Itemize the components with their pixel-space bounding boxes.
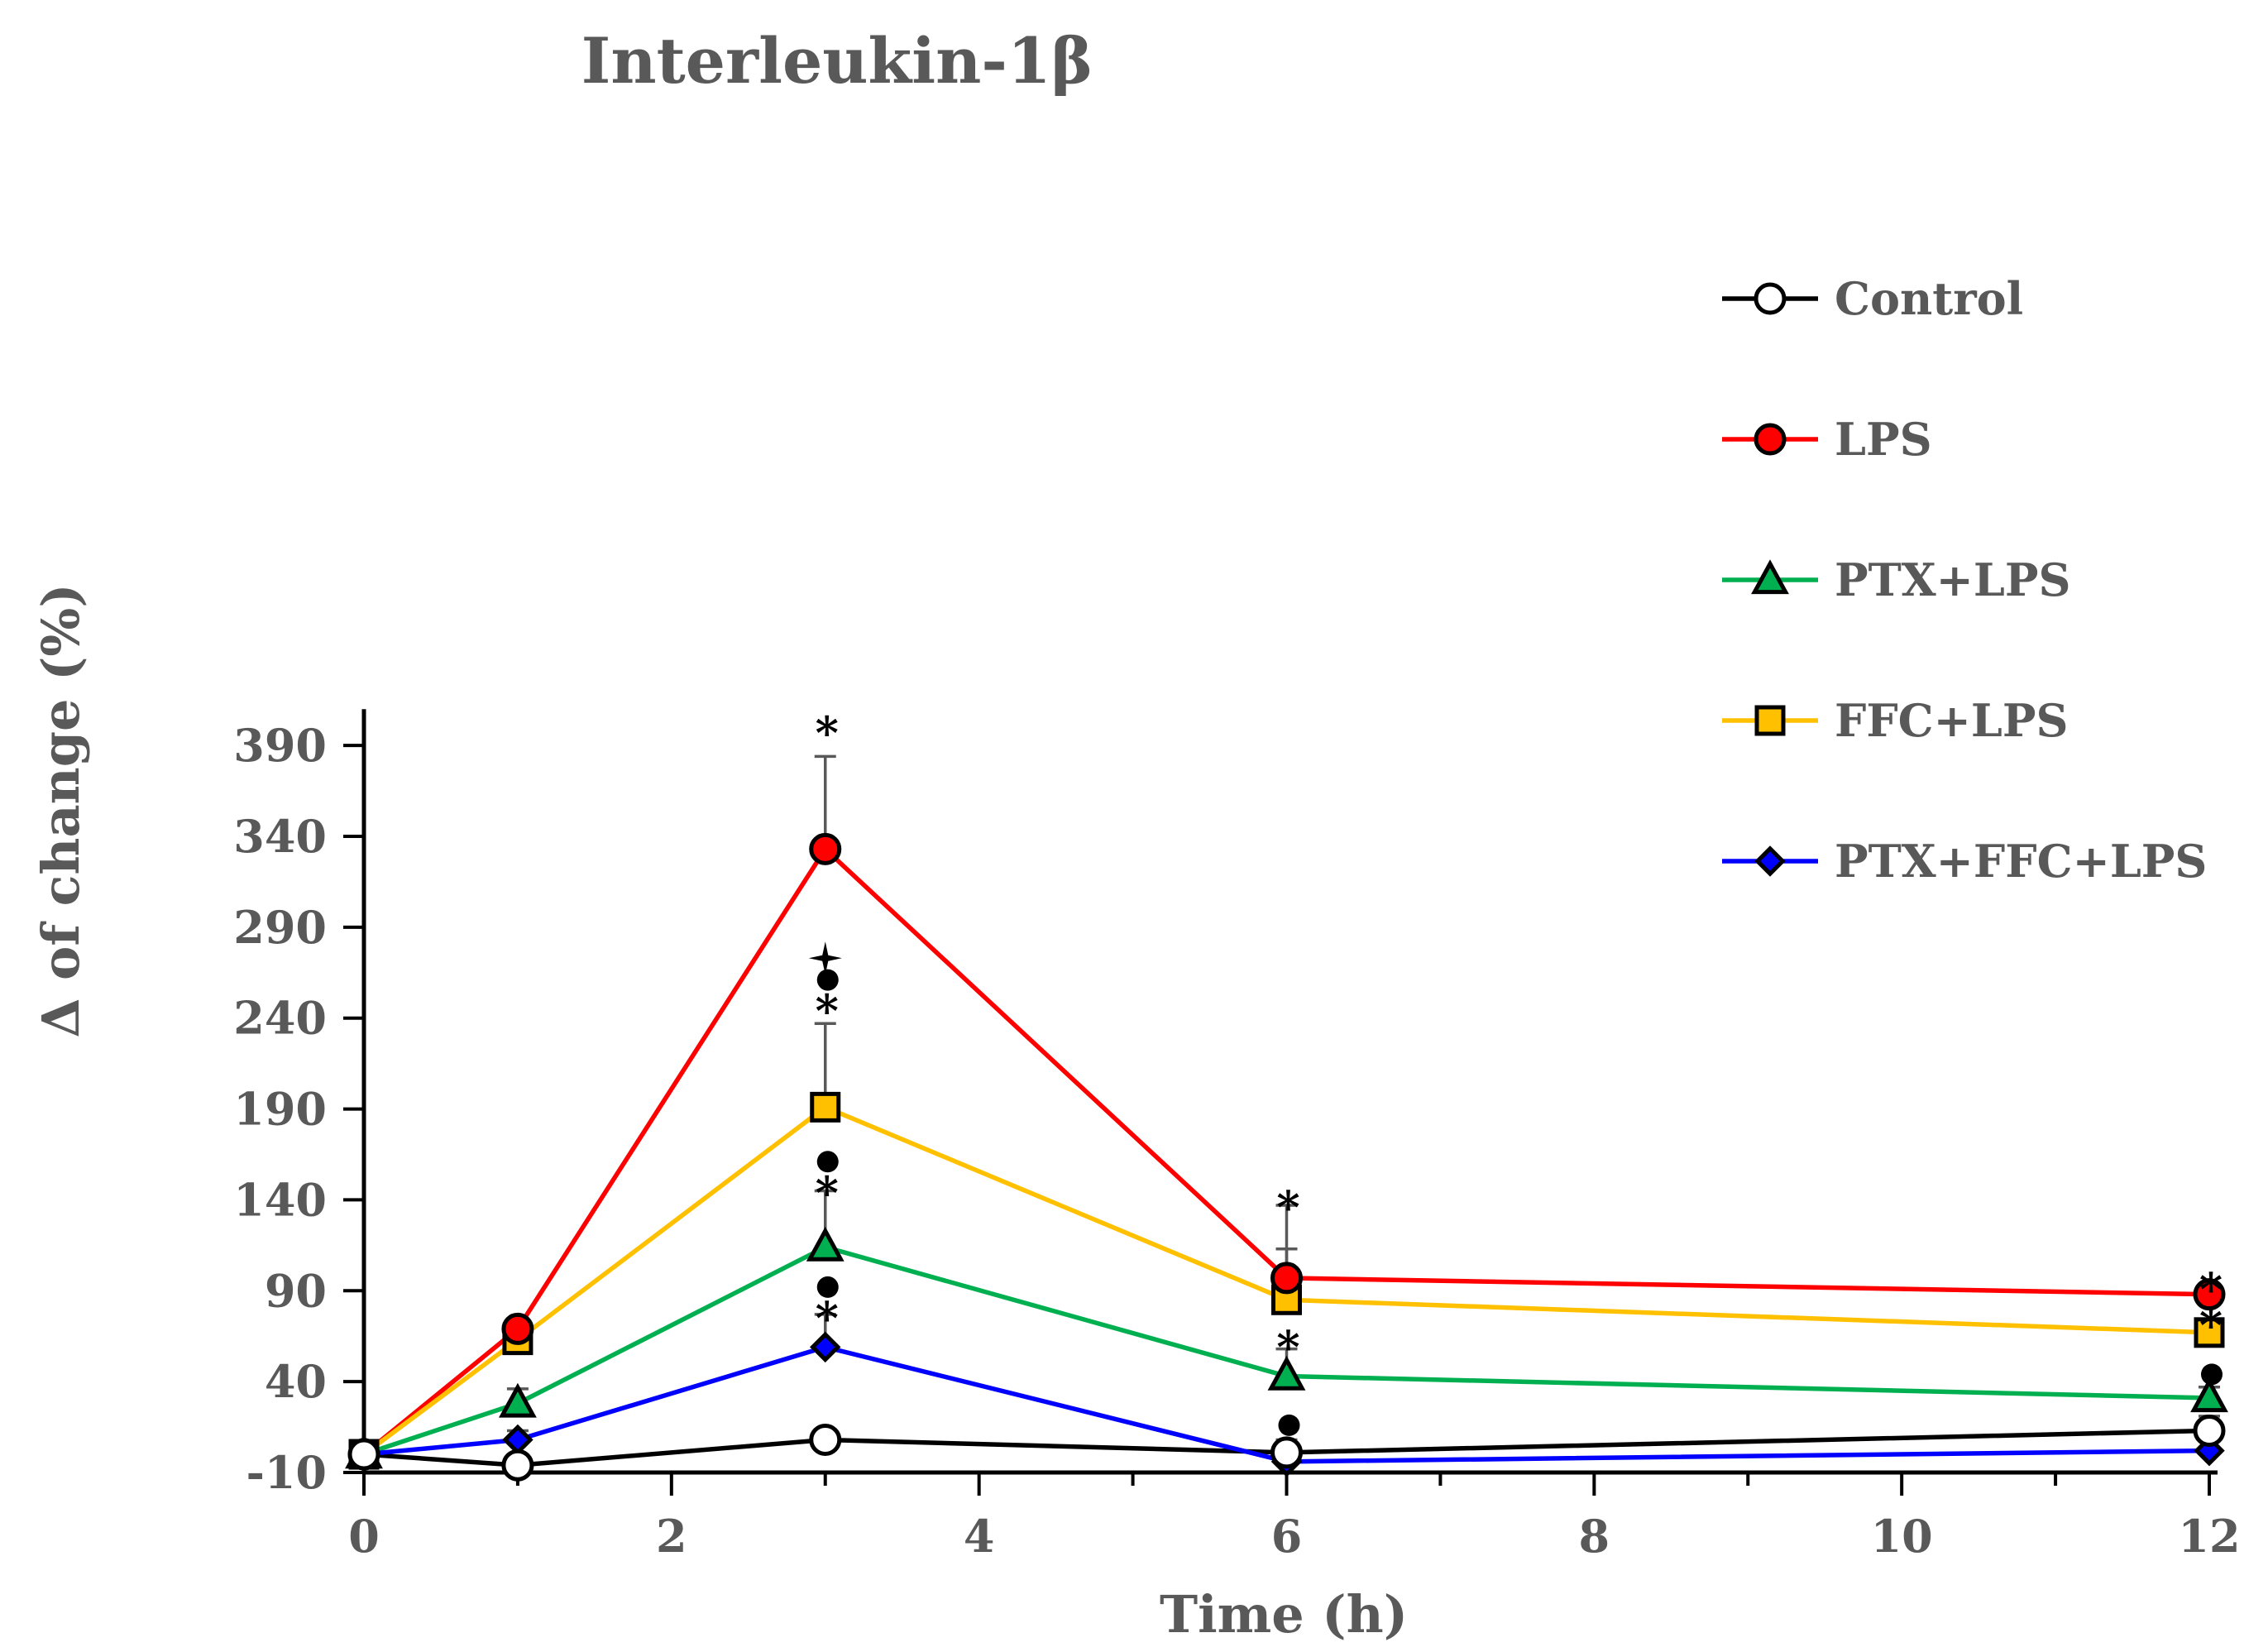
y-tick-label: 90 [265,1264,327,1317]
data-point [2190,1377,2228,1413]
data-point [501,1312,534,1345]
data-point [810,1091,841,1123]
legend-label: Control [1835,272,2023,325]
significance-asterisk: * [2199,1299,2223,1352]
significance-asterisk: * [816,1166,839,1219]
x-tick-label: 0 [348,1510,380,1563]
y-tick-label: 40 [265,1355,327,1408]
data-point [347,1438,380,1471]
significance-asterisk: * [816,1291,839,1344]
legend-marker [1754,705,1786,736]
data-point [2193,1414,2226,1447]
legend-marker [1754,423,1787,456]
error-bars-lps [506,754,1298,1329]
data-point [2194,1434,2225,1467]
legend-label: PTX+FFC+LPS [1835,835,2207,888]
significance-dot [816,969,839,991]
y-tick-label: 190 [233,1083,327,1136]
y-tick-label: -10 [246,1446,327,1499]
annotation-layer: ******** [808,706,2223,1436]
legend-label: FFC+LPS [1835,694,2068,747]
y-axis-title: Δ of change (%) [31,583,91,1037]
legend-marker [1754,845,1786,877]
y-tick-label: 240 [233,992,327,1045]
error-bars-ffc-lps [506,1022,1298,1340]
data-point [1270,1436,1303,1469]
series-markers-control [347,1414,2226,1482]
legend-item: LPS [1722,413,1932,466]
legend-marker [1751,559,1789,595]
significance-dot [2201,1363,2223,1386]
data-point [809,832,842,865]
series-layer [345,754,2228,1482]
data-point [2193,1278,2226,1311]
significance-dot [816,1151,839,1173]
legend-label: LPS [1835,413,1932,466]
data-point [1270,1262,1303,1295]
error-bars-ptx-ffc-lps [506,1313,836,1440]
significance-dot [816,1276,839,1298]
x-axis-title: Time (h) [1160,1584,1408,1645]
y-tick-label: 140 [233,1173,327,1226]
significance-dot [1278,1414,1300,1436]
chart-title: Interleukin-1β [581,24,1093,98]
axes: 0 2 4 6 8 10 12 -10 40 90 140 190 240 290 340 390 [233,709,2241,1563]
data-point [1267,1355,1306,1391]
significance-asterisk: * [1276,1180,1299,1233]
y-tick-label: 290 [233,901,327,954]
x-tick-label: 2 [656,1510,687,1563]
legend-item: FFC+LPS [1722,694,2068,747]
legend-item: Control [1722,272,2023,325]
x-tick-label: 12 [2178,1510,2240,1563]
x-tick-label: 4 [964,1510,995,1563]
data-point [2194,1317,2225,1348]
data-point [810,1331,841,1363]
error-bars-ptx-lps [506,1189,2220,1404]
y-tick-label: 390 [233,719,327,772]
legend-label: PTX+LPS [1835,553,2071,606]
significance-asterisk: * [816,706,839,759]
data-point [806,1226,845,1262]
significance-asterisk: * [816,984,839,1037]
data-point [499,1382,537,1418]
x-tick-label: 6 [1271,1510,1303,1563]
x-tick-label: 10 [1871,1510,1933,1563]
significance-asterisk: * [2199,1262,2223,1315]
legend-item: PTX+FFC+LPS [1722,835,2207,888]
significance-asterisk: * [1276,1321,1299,1374]
legend-marker [1754,282,1787,315]
legend: Control LPS PTX+LPS FFC+LPS PTX+FFC+LPS [1722,272,2207,888]
x-tick-label: 8 [1579,1510,1610,1563]
legend-item: PTX+LPS [1722,553,2071,606]
data-point [501,1448,534,1482]
data-point [809,1423,842,1456]
significance-star [808,941,842,975]
y-tick-label: 340 [233,810,327,863]
